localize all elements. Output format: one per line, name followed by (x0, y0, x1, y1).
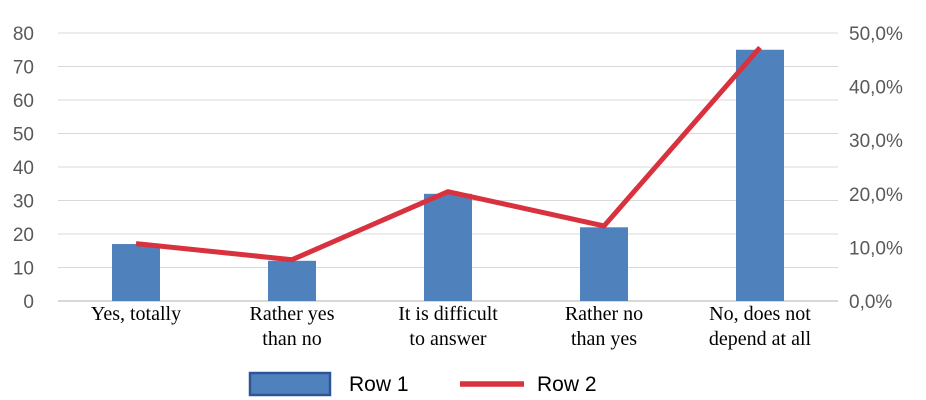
category-axis: Yes, totally Rather yes than no It is diffi… (91, 303, 812, 350)
left-tick-label: 50 (13, 125, 34, 146)
left-tick-label: 80 (13, 24, 34, 45)
category-label: Yes, totally (91, 303, 181, 325)
legend-swatch-bar (248, 371, 332, 397)
right-tick-label: 20,0% (849, 185, 903, 206)
bar (112, 244, 160, 301)
left-tick-label: 30 (13, 192, 34, 213)
right-tick-label: 10,0% (849, 238, 903, 259)
legend-label: Row 2 (537, 373, 597, 396)
right-tick-label: 40,0% (849, 78, 903, 99)
right-tick-label: 50,0% (849, 24, 903, 45)
legend-item-row-1: Row 1 (248, 371, 409, 397)
legend: Row 1 Row 2 (248, 371, 597, 397)
line-series-row-2 (135, 45, 762, 263)
left-tick-label: 40 (13, 158, 34, 179)
left-tick-label: 10 (13, 259, 34, 280)
left-tick-label: 60 (13, 91, 34, 112)
series-line (135, 45, 762, 263)
category-label: It is difficult to answer (398, 303, 498, 350)
left-tick-label: 0 (23, 292, 34, 313)
left-tick-label: 20 (13, 225, 34, 246)
legend-item-row-2: Row 2 (460, 373, 597, 396)
bar-series-row-1 (112, 49, 784, 301)
bar (424, 193, 472, 301)
category-label: Rather yes than no (250, 303, 335, 350)
category-label: No, does not depend at all (709, 303, 812, 350)
category-label: Rather no than yes (565, 303, 643, 350)
bar (736, 49, 784, 301)
bar (580, 227, 628, 301)
legend-label: Row 1 (349, 373, 409, 396)
left-axis: 0 10 20 30 40 50 60 70 80 (13, 24, 34, 313)
right-axis: 0,0% 10,0% 20,0% 30,0% 40,0% 50,0% (849, 24, 903, 313)
right-tick-label: 0,0% (849, 292, 892, 313)
left-tick-label: 70 (13, 58, 34, 79)
gridlines (58, 32, 838, 302)
right-tick-label: 30,0% (849, 131, 903, 152)
bar (268, 260, 316, 301)
